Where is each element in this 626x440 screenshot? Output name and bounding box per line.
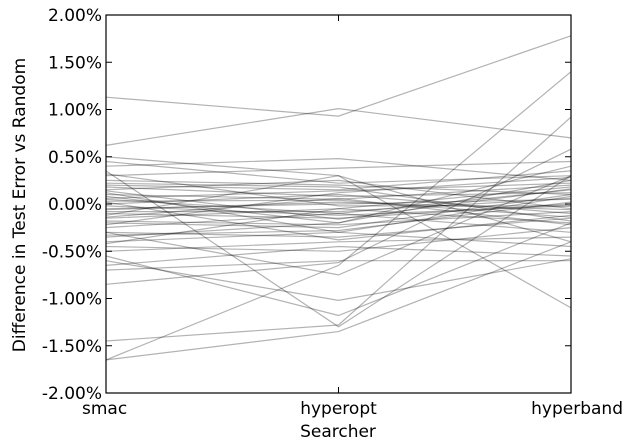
series-line-42 bbox=[105, 201, 572, 236]
y-tick-label: 0.50% bbox=[48, 148, 102, 168]
series-line-12 bbox=[105, 160, 572, 177]
series-line-43 bbox=[105, 186, 572, 198]
y-tick-labels: -2.00% -1.50% -1.00% -0.50% 0.00% 0.50% 1.00% 1… bbox=[42, 6, 102, 404]
y-axis-title: Difference in Test Error vs Random bbox=[10, 58, 30, 352]
x-tick-label-smac: smac bbox=[82, 399, 127, 419]
y-tick-label: -1.50% bbox=[42, 337, 102, 357]
series-line-34 bbox=[105, 175, 572, 243]
series-lines bbox=[105, 35, 572, 361]
series-line-46 bbox=[105, 205, 572, 216]
series-line-48 bbox=[105, 199, 572, 218]
series-line-19 bbox=[105, 198, 572, 210]
series-line-33 bbox=[105, 165, 572, 224]
series-line-17 bbox=[105, 189, 572, 215]
series-line-35 bbox=[105, 173, 571, 207]
y-tick-label: -1.00% bbox=[42, 290, 102, 310]
series-line-39 bbox=[105, 201, 572, 241]
series-line-7 bbox=[105, 241, 572, 361]
axes bbox=[105, 14, 572, 394]
series-line-31 bbox=[105, 175, 572, 276]
x-tick-labels: smac hyperopt hyperband bbox=[82, 399, 623, 419]
series-line-26 bbox=[105, 231, 572, 248]
series-line-3 bbox=[105, 116, 572, 342]
series-line-28 bbox=[105, 236, 572, 252]
series-line-5 bbox=[105, 156, 572, 309]
series-line-24 bbox=[105, 217, 572, 238]
series-line-8 bbox=[105, 222, 572, 317]
y-tick-label: 2.00% bbox=[48, 6, 102, 26]
series-line-16 bbox=[105, 184, 572, 200]
series-line-27 bbox=[105, 227, 572, 252]
series-line-9 bbox=[105, 258, 572, 302]
series-line-10 bbox=[105, 170, 572, 328]
series-line-23 bbox=[105, 212, 572, 233]
series-line-30 bbox=[105, 260, 571, 271]
series-line-29 bbox=[105, 245, 572, 266]
x-tick-label-hyperopt: hyperopt bbox=[300, 399, 377, 419]
series-line-49 bbox=[105, 197, 572, 226]
series-line-20 bbox=[105, 203, 572, 219]
series-line-15 bbox=[105, 179, 572, 210]
series-line-40 bbox=[105, 201, 572, 211]
y-tick-label: -0.50% bbox=[42, 242, 102, 262]
series-line-32 bbox=[105, 160, 572, 184]
series-line-47 bbox=[106, 197, 572, 213]
x-axis-title: Searcher bbox=[300, 422, 376, 440]
series-line-13 bbox=[105, 179, 572, 196]
series-line-4 bbox=[105, 107, 572, 146]
series-line-22 bbox=[105, 193, 572, 229]
series-line-11 bbox=[105, 157, 572, 181]
series-line-44 bbox=[105, 211, 572, 226]
series-line-38 bbox=[105, 176, 572, 226]
series-line-2 bbox=[105, 71, 572, 361]
series-line-25 bbox=[105, 179, 572, 238]
series-line-18 bbox=[105, 193, 572, 215]
series-line-50 bbox=[105, 188, 572, 220]
series-line-21 bbox=[105, 208, 572, 224]
series-line-36 bbox=[105, 186, 572, 245]
series-line-14 bbox=[105, 170, 572, 191]
y-tick-label: 1.00% bbox=[48, 101, 102, 121]
series-line-6 bbox=[105, 148, 572, 285]
series-line-41 bbox=[105, 182, 572, 222]
y-tick-label: -2.00% bbox=[42, 384, 102, 404]
series-line-45 bbox=[105, 182, 572, 199]
series-line-1 bbox=[105, 35, 572, 117]
y-tick-label: 1.50% bbox=[48, 53, 102, 73]
x-tick-label-hyperband: hyperband bbox=[531, 399, 623, 419]
y-tick-label: 0.00% bbox=[48, 195, 102, 215]
series-line-37 bbox=[105, 192, 572, 233]
